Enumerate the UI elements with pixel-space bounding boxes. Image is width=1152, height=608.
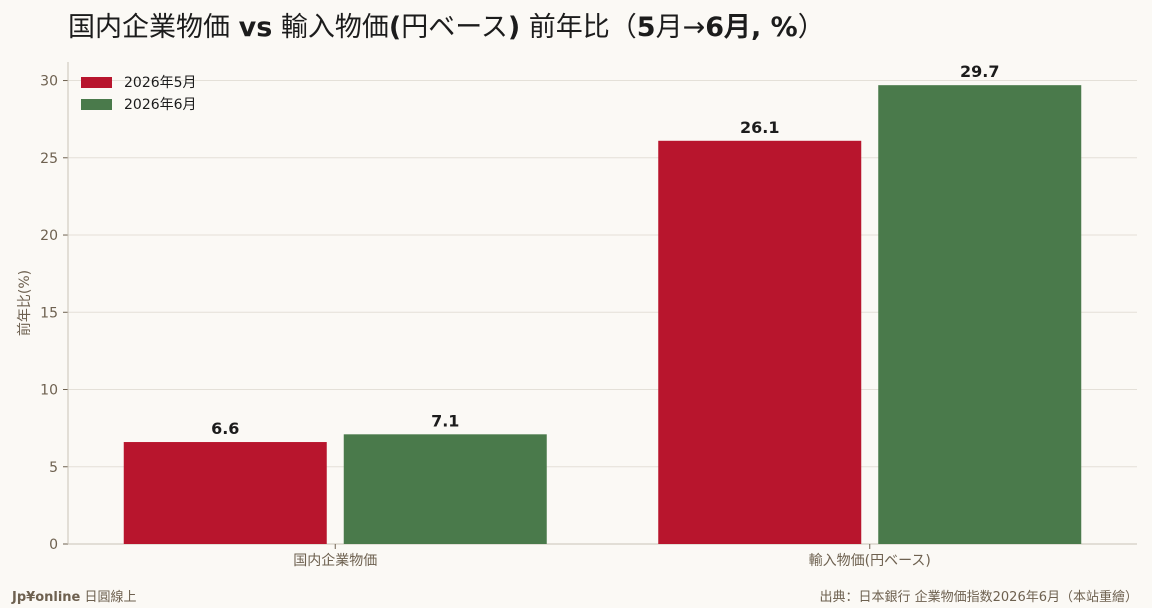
title-part: ） [797, 12, 825, 43]
bar [123, 442, 327, 544]
title-part: 輸入物価 [272, 12, 389, 43]
legend-swatch [81, 99, 112, 110]
title-part: ) [507, 12, 521, 43]
footer-source: 出典：日本銀行 企業物価指数2026年6月（本站重繪） [819, 590, 1139, 605]
y-tick-label: 30 [40, 74, 58, 90]
bar [343, 434, 547, 544]
title-part: 5 [636, 12, 656, 43]
title-part: 国内企業物価 [68, 12, 239, 43]
footer-brand: Jp¥online 日圓線上 [12, 586, 137, 605]
bar [878, 85, 1082, 544]
y-tick-label: 20 [40, 228, 58, 244]
y-tick-label: 10 [40, 383, 58, 399]
x-tick-label: 国内企業物価 [293, 552, 377, 569]
legend-label: 2026年5月 [124, 75, 197, 91]
x-tick-label: 輸入物価(円ベース) [809, 553, 931, 569]
chart-title: 国内企業物価 vs 輸入物価(円ベース) 前年比（5月→6月, %） [68, 8, 825, 48]
title-part: vs [238, 12, 273, 43]
bar [658, 140, 862, 545]
y-tick-label: 5 [49, 460, 58, 476]
y-axis-label: 前年比(%) [16, 270, 33, 336]
y-tick-label: 15 [40, 305, 58, 321]
bar-data-label: 26.1 [740, 118, 779, 137]
title-part: 月→ [655, 12, 706, 43]
bar-data-label: 6.6 [211, 419, 239, 438]
title-part: ( [388, 12, 402, 43]
y-tick-label: 0 [49, 537, 58, 553]
title-part: 前年比（ [520, 12, 637, 43]
legend-swatch [81, 77, 112, 88]
title-part: 月, % [724, 12, 798, 43]
brand-name: Jp¥online [12, 590, 81, 605]
bar-data-label: 29.7 [960, 62, 999, 81]
brand-suffix: 日圓線上 [80, 590, 137, 605]
bar-data-label: 7.1 [431, 411, 459, 430]
legend-label: 2026年6月 [124, 97, 197, 113]
title-part: 6 [705, 12, 725, 43]
title-part: 円ベース [401, 12, 508, 43]
y-tick-label: 25 [40, 151, 58, 167]
